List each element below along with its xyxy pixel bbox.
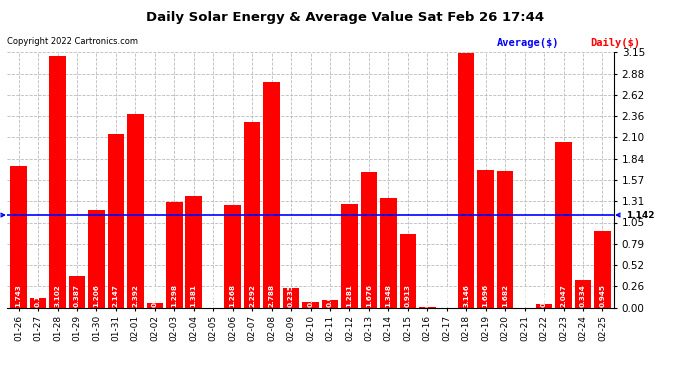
Text: 0.040: 0.040: [541, 284, 547, 307]
Bar: [186, 196, 202, 308]
Text: 1.696: 1.696: [482, 284, 489, 307]
Text: 0.945: 0.945: [600, 284, 605, 307]
Text: 2.147: 2.147: [113, 284, 119, 307]
Bar: [69, 276, 86, 308]
Bar: [477, 170, 494, 308]
Text: 2.047: 2.047: [560, 284, 566, 307]
Text: 0.387: 0.387: [74, 284, 80, 307]
Text: 1.268: 1.268: [230, 284, 236, 307]
Bar: [575, 280, 591, 308]
Text: Daily Solar Energy & Average Value Sat Feb 26 17:44: Daily Solar Energy & Average Value Sat F…: [146, 11, 544, 24]
Text: 1.206: 1.206: [93, 284, 99, 307]
Bar: [244, 122, 260, 308]
Text: Copyright 2022 Cartronics.com: Copyright 2022 Cartronics.com: [7, 38, 138, 46]
Text: 2.788: 2.788: [268, 284, 275, 307]
Bar: [30, 298, 46, 307]
Text: 1.348: 1.348: [385, 284, 391, 307]
Bar: [166, 202, 183, 308]
Bar: [341, 204, 357, 308]
Text: 2.392: 2.392: [132, 284, 139, 307]
Text: Average($): Average($): [497, 38, 560, 48]
Text: 0.334: 0.334: [580, 284, 586, 307]
Bar: [127, 114, 144, 308]
Text: 1.142: 1.142: [0, 210, 5, 219]
Bar: [49, 56, 66, 308]
Text: 0.094: 0.094: [327, 284, 333, 307]
Text: 1.743: 1.743: [16, 284, 21, 307]
Bar: [458, 53, 475, 307]
Text: 0.001: 0.001: [424, 284, 431, 307]
Text: 0.235: 0.235: [288, 284, 294, 307]
Text: 1.281: 1.281: [346, 284, 353, 307]
Text: 0.913: 0.913: [405, 284, 411, 307]
Text: 1.682: 1.682: [502, 284, 508, 307]
Text: 0.116: 0.116: [35, 284, 41, 307]
Text: 1.676: 1.676: [366, 284, 372, 307]
Bar: [497, 171, 513, 308]
Bar: [380, 198, 397, 308]
Text: Daily($): Daily($): [590, 38, 640, 48]
Text: 1.298: 1.298: [171, 284, 177, 307]
Text: 0.050: 0.050: [152, 284, 158, 307]
Bar: [555, 142, 572, 308]
Bar: [108, 134, 124, 308]
Bar: [594, 231, 611, 308]
Text: 1.142: 1.142: [616, 210, 654, 219]
Text: 0.000: 0.000: [444, 284, 450, 307]
Text: 2.292: 2.292: [249, 284, 255, 307]
Bar: [302, 302, 319, 307]
Bar: [283, 288, 299, 308]
Bar: [322, 300, 338, 307]
Bar: [400, 234, 416, 308]
Bar: [10, 166, 27, 308]
Bar: [224, 205, 241, 308]
Bar: [535, 304, 552, 307]
Text: 0.070: 0.070: [308, 284, 313, 307]
Bar: [264, 82, 280, 308]
Text: 0.000: 0.000: [210, 284, 216, 307]
Bar: [361, 172, 377, 308]
Text: 3.102: 3.102: [55, 284, 61, 307]
Text: 1.381: 1.381: [190, 284, 197, 307]
Text: 0.000: 0.000: [522, 284, 528, 307]
Bar: [146, 303, 163, 307]
Text: 3.146: 3.146: [463, 284, 469, 307]
Bar: [88, 210, 105, 308]
